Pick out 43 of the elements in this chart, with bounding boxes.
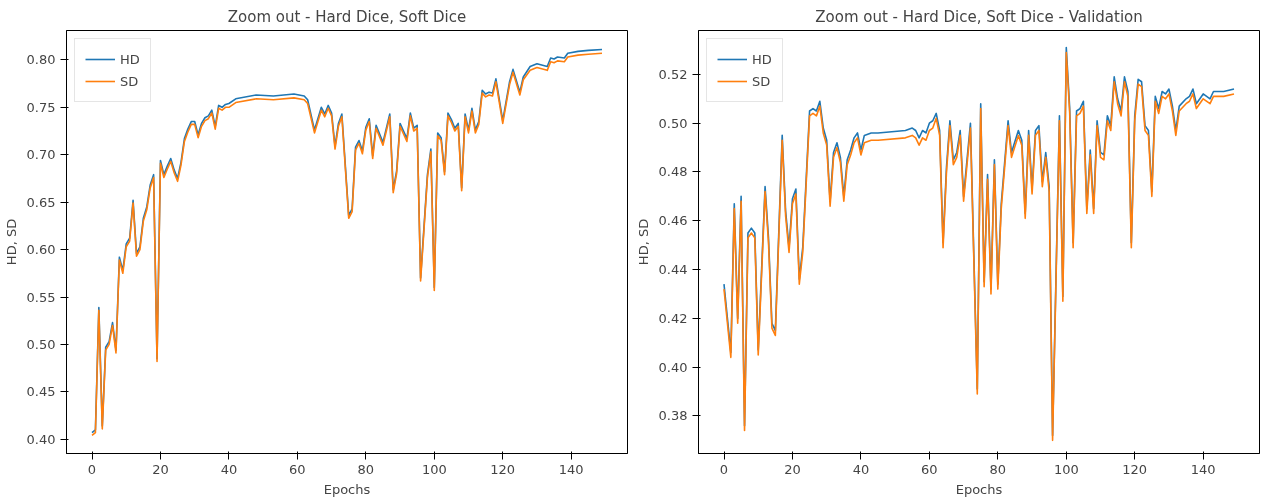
- x-tick-label: 80: [989, 461, 1007, 477]
- y-tick-label: 0.52: [658, 66, 688, 82]
- x-tick-label: 100: [1053, 461, 1079, 477]
- x-tick-label: 80: [357, 461, 375, 477]
- x-tick-label: 20: [784, 461, 801, 477]
- y-tick-label: 0.46: [658, 213, 688, 229]
- x-tick-label: 140: [1190, 461, 1216, 477]
- x-tick-label: 60: [921, 461, 938, 477]
- x-tick-label: 140: [558, 461, 584, 477]
- y-tick-label: 0.44: [658, 262, 688, 278]
- y-tick-label: 0.48: [658, 164, 688, 180]
- chart-title: Zoom out - Hard Dice, Soft Dice - Validation: [815, 7, 1143, 26]
- x-tick-label: 60: [289, 461, 306, 477]
- y-tick-label: 0.50: [26, 336, 56, 352]
- y-tick-label: 0.38: [658, 408, 688, 424]
- y-tick-label: 0.42: [658, 310, 688, 326]
- legend-label: SD: [120, 73, 140, 89]
- y-tick-label: 0.50: [658, 115, 688, 131]
- x-axis-title: Epochs: [955, 481, 1003, 497]
- y-tick-label: 0.70: [26, 147, 56, 163]
- x-tick-label: 120: [490, 461, 516, 477]
- y-tick-label: 0.40: [26, 431, 56, 447]
- x-tick-label: 120: [1122, 461, 1148, 477]
- x-tick-label: 100: [421, 461, 447, 477]
- x-tick-label: 0: [719, 461, 729, 477]
- legend-label: SD: [752, 73, 772, 89]
- y-tick-label: 0.55: [26, 289, 56, 305]
- y-axis-title: HD, SD: [3, 218, 19, 266]
- y-tick-label: 0.75: [26, 99, 56, 115]
- y-axis-title: HD, SD: [635, 218, 651, 266]
- x-tick-label: 0: [87, 461, 97, 477]
- legend-label: HD: [120, 51, 140, 67]
- x-tick-label: 40: [220, 461, 238, 477]
- y-tick-label: 0.60: [26, 242, 56, 258]
- y-tick-label: 0.80: [26, 52, 56, 68]
- y-tick-label: 0.45: [26, 384, 56, 400]
- legend-label: HD: [752, 51, 772, 67]
- y-tick-label: 0.40: [658, 359, 688, 375]
- x-tick-label: 20: [152, 461, 169, 477]
- x-axis-title: Epochs: [323, 481, 371, 497]
- x-tick-label: 40: [852, 461, 870, 477]
- chart-title: Zoom out - Hard Dice, Soft Dice: [227, 7, 467, 26]
- y-tick-label: 0.65: [26, 194, 56, 210]
